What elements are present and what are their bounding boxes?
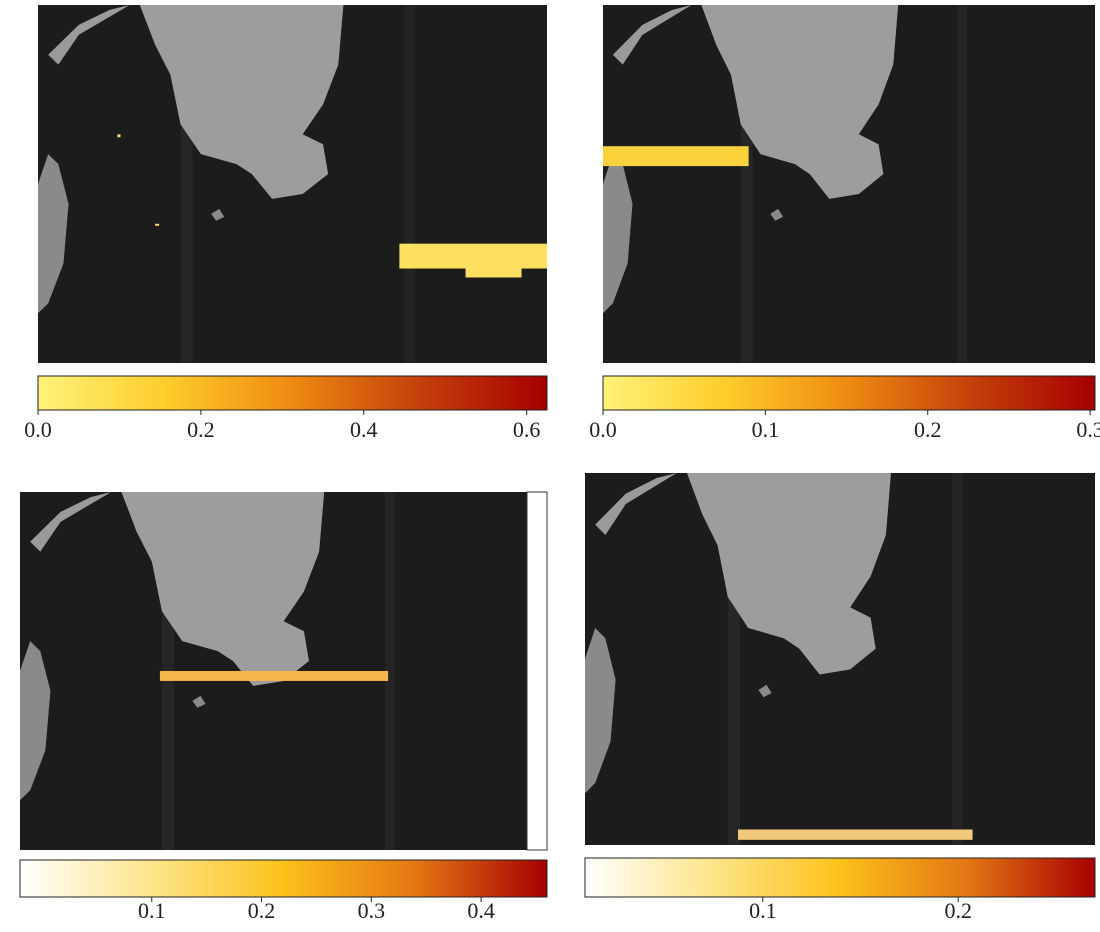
panel-image: [20, 492, 547, 850]
panel-image: [38, 5, 552, 363]
tick-label: 0.3: [358, 898, 386, 923]
tick-label: 0.4: [350, 417, 378, 442]
figure: 0.0 0.2 0.4 0.6 0.0 0.1 0.2 0.3 0.1 0.2 0.3 0.4 0.1 0…: [0, 0, 1100, 932]
tick-label: 0.0: [589, 417, 617, 442]
colorbar: [585, 858, 1095, 897]
tick-label: 0.1: [138, 898, 166, 923]
panel-image: [603, 5, 1095, 363]
tick-label: 0.3: [1076, 417, 1100, 442]
panel-image: [585, 473, 1095, 845]
colorbar: [603, 376, 1095, 410]
tick-label: 0.2: [187, 417, 215, 442]
tick-label: 0.0: [24, 417, 52, 442]
tick-label: 0.1: [752, 417, 780, 442]
tick-label: 0.2: [248, 898, 276, 923]
tick-label: 0.1: [749, 898, 777, 923]
tick-label: 0.4: [467, 898, 495, 923]
tick-label: 0.6: [513, 417, 541, 442]
colorbar: [38, 376, 547, 410]
tick-label: 0.2: [914, 417, 942, 442]
colorbar: [20, 860, 547, 897]
tick-label: 0.2: [944, 898, 972, 923]
